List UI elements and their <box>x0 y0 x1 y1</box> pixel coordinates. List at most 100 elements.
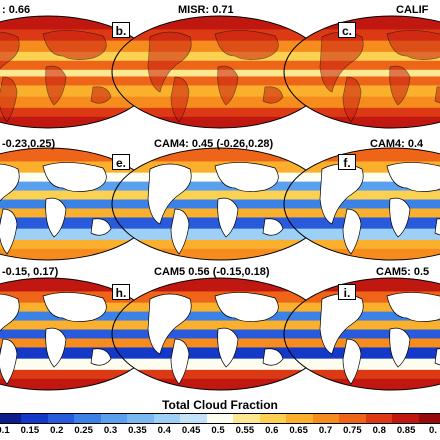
colorbar-cell <box>0 414 22 423</box>
continent-outline <box>262 218 284 236</box>
map-band <box>112 190 328 201</box>
panel-d-title: -0.23,0.25) <box>2 138 56 150</box>
continent-outline <box>0 76 18 123</box>
continent-outline <box>434 86 440 104</box>
map-band <box>284 311 440 322</box>
colorbar-cell <box>127 414 154 423</box>
map-band <box>284 347 440 360</box>
panel-a-title: : 0.66 <box>2 4 31 16</box>
colorbar-cell <box>259 414 287 423</box>
map-band <box>284 190 440 201</box>
map-band <box>0 85 156 98</box>
colorbar-tick-label: 0.65 <box>289 425 308 436</box>
continent-outline <box>386 30 440 60</box>
continent-outline <box>262 86 284 104</box>
colorbar-tick-label: 0.75 <box>343 425 362 436</box>
continent-outline <box>0 293 20 355</box>
map-band <box>112 51 328 62</box>
map-band <box>284 116 440 128</box>
panel-h-letter: h. <box>112 284 130 300</box>
colorbar-cell <box>392 414 419 423</box>
continent-outline <box>342 76 362 123</box>
map-band <box>112 107 328 118</box>
continent-outline <box>147 293 192 355</box>
map-panel <box>284 148 440 260</box>
map-panel <box>284 278 440 390</box>
map-band <box>0 239 156 250</box>
continent-outline <box>42 162 107 192</box>
colorbar-tick-label: 0.7 <box>318 425 333 436</box>
map-band <box>284 69 440 77</box>
panel-h-title: CAM5 0.56 (-0.15,0.18) <box>154 266 270 278</box>
map-band <box>0 358 156 371</box>
continent-outline <box>342 338 362 385</box>
continent-outline <box>147 163 192 225</box>
map-band <box>284 208 440 218</box>
map-band <box>112 248 328 260</box>
continent-outline <box>0 208 18 255</box>
map-band <box>112 311 328 322</box>
map-band <box>112 320 328 331</box>
continent-outline <box>90 348 112 366</box>
colorbar-tick-label: 0.6 <box>265 425 279 436</box>
map-band <box>0 228 156 241</box>
colorbar-cell <box>233 414 260 423</box>
continent-outline <box>0 338 18 385</box>
map-band <box>112 148 328 162</box>
map-band <box>112 369 328 380</box>
continent-outline <box>389 197 411 238</box>
map-band <box>284 181 440 192</box>
colorbar-tick-label: 0.15 <box>20 425 40 436</box>
colorbar-ticks: 0.1 0.15 0.2 0.25 0.3 0.35 0.4 0.45 0.5 0.55 0.6 0.… <box>0 425 440 439</box>
colorbar-cell <box>180 414 207 423</box>
map-outline <box>283 277 440 391</box>
colorbar-tick-label: 0.2 <box>50 425 64 436</box>
map-band <box>0 329 156 339</box>
continent-outline <box>42 30 107 60</box>
colorbar-tick-label: 0.3 <box>103 425 118 436</box>
map-band <box>284 161 440 174</box>
panel-f-title: CAM4: 0.4 <box>370 138 424 150</box>
panel-i-title: CAM5: 0.5 <box>376 266 430 278</box>
map-band <box>284 217 440 230</box>
colorbar-tick-label: 0.35 <box>128 425 147 436</box>
map-band <box>0 369 156 380</box>
map-band <box>284 76 440 86</box>
map-band <box>284 378 440 390</box>
continent-outline <box>217 327 239 368</box>
map-band <box>284 85 440 98</box>
colorbar-tick-label: 0.25 <box>74 425 93 436</box>
colorbar-cell <box>418 414 440 423</box>
map-band <box>284 199 440 209</box>
panel-b-title: MISR: 0.71 <box>178 4 234 16</box>
map-band <box>284 320 440 331</box>
map-band <box>284 329 440 339</box>
colorbar-cell <box>286 414 313 423</box>
map-band <box>0 190 156 201</box>
colorbar-cell <box>100 414 128 423</box>
colorbar-cell <box>206 414 234 423</box>
map-band <box>112 239 328 250</box>
map-band <box>284 369 440 380</box>
continent-outline <box>342 208 362 255</box>
colorbar-cell <box>47 414 75 423</box>
panel-e-title: CAM4: 0.45 (-0.26,0.28) <box>154 138 274 150</box>
colorbar <box>0 413 440 424</box>
colorbar-cell <box>339 414 366 423</box>
map-band <box>0 116 156 128</box>
continent-outline <box>434 218 440 236</box>
panel-f-letter: f. <box>338 154 356 170</box>
map-panel <box>284 16 440 128</box>
map-band <box>112 358 328 371</box>
map-band <box>0 208 156 218</box>
panel-e-letter: e. <box>112 154 130 170</box>
panel-c-title: CALIF <box>396 4 429 16</box>
continent-outline <box>217 65 239 106</box>
continent-outline <box>214 292 279 322</box>
map-band <box>0 320 156 331</box>
map-band <box>284 96 440 109</box>
colorbar-tick-label: 0. <box>429 425 437 436</box>
continent-outline <box>214 162 279 192</box>
continent-outline <box>90 86 112 104</box>
